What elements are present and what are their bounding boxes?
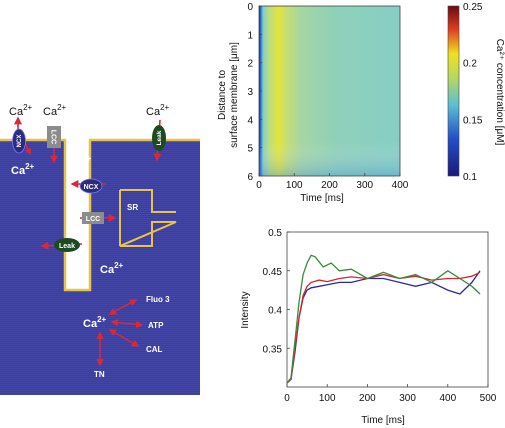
heatmap-ytick-label: 6 <box>247 172 253 183</box>
chart-ytick-label: 0.4 <box>268 306 282 317</box>
ncx-tubule-channel <box>79 178 103 194</box>
tubule-bottom-ca: Ca2+ <box>100 261 124 276</box>
colorbar-tick-label: 0.25 <box>463 2 483 13</box>
heatmap-xticks: 0 100 200 300 400 <box>256 173 409 191</box>
label-fluo3: Fluo 3 <box>146 295 170 304</box>
heatmap-xtick-label: 300 <box>356 180 373 191</box>
heatmap-ytick-label: 3 <box>247 87 253 98</box>
lcc-tubule-label: LCC <box>86 216 100 223</box>
chart-xtick-label: 400 <box>439 393 456 404</box>
heatmap-ytick-label: 2 <box>247 59 253 70</box>
sr-label: SR <box>127 203 138 212</box>
colorbar-label: Ca²⁺ concentration [μM] <box>494 39 505 146</box>
heatmap-xlabel: Time [ms] <box>300 193 344 204</box>
cell-diagram: Ca2+ Ca2+ Ca2+ NCX Ca2+ LCC Leak Ca2+ NC… <box>0 103 200 395</box>
cell-body <box>0 140 200 395</box>
arrow-cal <box>108 329 140 347</box>
leak-tubule-channel <box>54 238 80 252</box>
colorbar-ticks: 0.25 0.2 0.15 0.1 <box>463 2 483 183</box>
series-line-2 <box>286 271 481 384</box>
chart-xlabel: Time [ms] <box>361 415 405 426</box>
chart-ytick-label: 0.35 <box>263 344 283 355</box>
chart-xtick-label: 100 <box>319 393 336 404</box>
plot-frame <box>286 231 489 388</box>
label-atp: ATP <box>148 321 164 330</box>
ncx-tubule-label: NCX <box>84 184 99 191</box>
chart-ytick-label: 0.5 <box>268 228 282 239</box>
ttubule-ca: Ca2+ <box>68 154 92 169</box>
heatmap-ylabel-1: Distance to <box>217 70 228 120</box>
chart-ytick-label: 0.45 <box>263 267 283 278</box>
inside-ca-left: Ca2+ <box>11 162 35 177</box>
chart-xticks: 0 100 200 300 400 500 <box>284 384 497 404</box>
lcc-tubule-channel <box>82 212 104 224</box>
heatmap-xtick-label: 0 <box>256 180 262 191</box>
label-tn: TN <box>94 370 105 379</box>
outside-ca-left: Ca2+ <box>9 103 33 118</box>
outside-ca-mid: Ca2+ <box>43 103 67 118</box>
chart-xtick-label: 0 <box>284 393 290 404</box>
colorbar-tick-label: 0.15 <box>463 115 483 126</box>
lcc-top-label: LCC <box>50 130 57 144</box>
series-line-1 <box>286 270 481 384</box>
ncx-top-label: NCX <box>17 135 23 148</box>
chart-xtick-label: 500 <box>480 393 497 404</box>
heatmap-shade <box>259 6 400 176</box>
chart-xtick-label: 300 <box>399 393 416 404</box>
heatmap-xtick-label: 400 <box>392 180 409 191</box>
heatmap-ytick-label: 0 <box>247 2 253 13</box>
colorbar-tick-label: 0.1 <box>463 172 477 183</box>
heatmap-ytick-label: 5 <box>247 144 253 155</box>
chart-series <box>286 254 481 384</box>
arrow-atp <box>110 318 144 329</box>
ncx-top-channel <box>12 128 26 154</box>
heatmap-panel: Distance to surface membrane [μm] Time [… <box>217 2 505 204</box>
line-chart: 0.35 0.4 0.45 0.5 0 100 200 300 400 500 Intensit… <box>240 228 497 426</box>
leak-top-label: Leak <box>156 130 163 145</box>
leak-top-channel <box>152 125 166 151</box>
heatmap-xtick-label: 200 <box>321 180 338 191</box>
heatmap-yticks: 0 1 2 3 4 5 6 <box>247 2 262 183</box>
arrow-fluo3 <box>108 299 138 315</box>
leak-tubule-label: Leak <box>59 243 75 250</box>
colorbar <box>447 5 460 177</box>
colorbar-tick-label: 0.2 <box>463 59 477 70</box>
chart-yticks: 0.35 0.4 0.45 0.5 <box>263 228 290 355</box>
heatmap-ytick-label: 4 <box>247 115 253 126</box>
chart-xtick-label: 200 <box>359 393 376 404</box>
buffer-ca: Ca2+ <box>83 315 107 330</box>
sr-structure <box>119 189 177 247</box>
chart-ylabel: Intensity <box>240 291 251 328</box>
outside-ca-right: Ca2+ <box>146 103 170 118</box>
label-cal: CAL <box>146 345 163 354</box>
series-line-3 <box>286 254 481 384</box>
heatmap-ytick-label: 1 <box>247 30 253 41</box>
heatmap-xtick-label: 100 <box>286 180 303 191</box>
heatmap-ylabel-2: surface membrane [μm] <box>229 42 240 148</box>
lcc-top-channel <box>47 126 61 148</box>
